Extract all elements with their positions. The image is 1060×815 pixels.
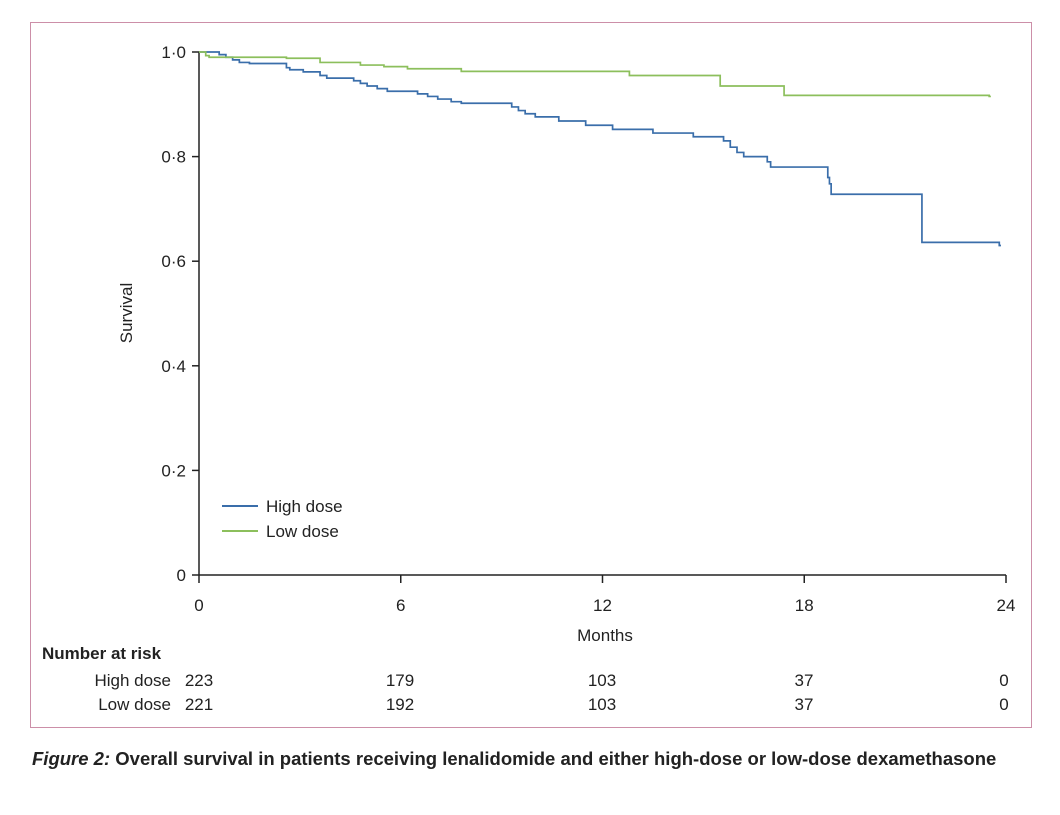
risk-value: 223 bbox=[185, 671, 213, 690]
legend-label: High dose bbox=[266, 497, 343, 516]
legend: High dose Low dose bbox=[222, 497, 343, 541]
risk-value: 37 bbox=[795, 671, 814, 690]
x-tick-label: 0 bbox=[194, 596, 203, 615]
risk-value: 179 bbox=[386, 671, 414, 690]
y-tick-label: 1·0 bbox=[161, 43, 186, 62]
y-tick-label: 0·6 bbox=[161, 252, 186, 271]
risk-value: 0 bbox=[999, 671, 1008, 690]
figure-frame bbox=[30, 22, 1032, 728]
caption-text: Overall survival in patients receiving l… bbox=[110, 748, 997, 769]
risk-value: 221 bbox=[185, 695, 213, 714]
y-tick-label: 0·4 bbox=[161, 357, 186, 376]
risk-value: 103 bbox=[588, 671, 616, 690]
y-axis-title: Survival bbox=[117, 283, 136, 343]
y-tick-label: 0·2 bbox=[161, 461, 186, 480]
y-tick-label: 0·8 bbox=[161, 148, 186, 167]
x-tick-label: 24 bbox=[997, 596, 1016, 615]
figure-caption: Figure 2: Overall survival in patients r… bbox=[32, 744, 1032, 773]
survival-chart: 0 0·2 0·4 0·6 0·8 1·0 0 6 12 18 24 Survival Month… bbox=[42, 43, 1015, 714]
risk-value: 0 bbox=[999, 695, 1008, 714]
legend-label: Low dose bbox=[266, 522, 339, 541]
series-line-high-dose bbox=[199, 51, 1001, 247]
risk-row-label: Low dose bbox=[98, 695, 171, 714]
risk-row-label: High dose bbox=[94, 671, 171, 690]
x-axis-ticks: 0 6 12 18 24 bbox=[194, 575, 1015, 615]
series-line-low-dose bbox=[199, 51, 991, 98]
risk-table-title: Number at risk bbox=[42, 644, 162, 663]
x-tick-label: 18 bbox=[795, 596, 814, 615]
series-layer bbox=[199, 51, 1001, 247]
risk-value: 103 bbox=[588, 695, 616, 714]
x-axis-title: Months bbox=[577, 626, 633, 645]
risk-value: 192 bbox=[386, 695, 414, 714]
risk-value: 37 bbox=[795, 695, 814, 714]
y-tick-label: 0 bbox=[177, 566, 186, 585]
number-at-risk-table: Number at risk High dose 223 179 103 37 0 Low … bbox=[42, 644, 1009, 714]
x-tick-label: 12 bbox=[593, 596, 612, 615]
y-axis-ticks: 0 0·2 0·4 0·6 0·8 1·0 bbox=[161, 43, 199, 585]
x-tick-label: 6 bbox=[396, 596, 405, 615]
figure-label: Figure 2: bbox=[32, 748, 111, 769]
